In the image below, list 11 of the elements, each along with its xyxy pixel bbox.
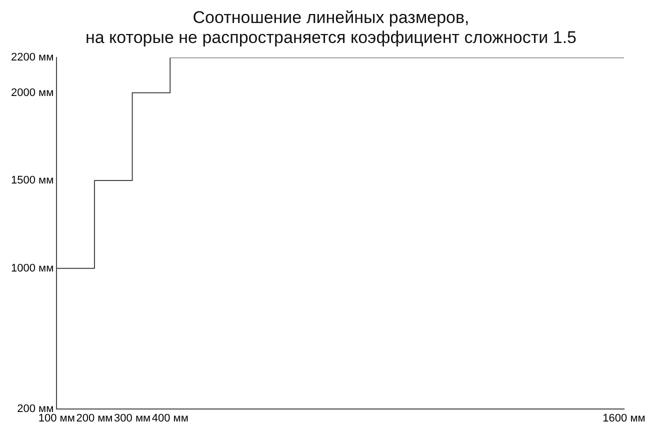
y-tick-label: 1500 мм [10,174,54,187]
y-tick-label: 2000 мм [10,86,54,99]
x-tick-label: 300 мм [114,412,151,424]
x-tick-label: 200 мм [76,412,113,424]
x-tick-label: 1600 мм [602,412,646,424]
x-tick-label: 100 мм [38,412,75,424]
y-tick-label: 200 мм [17,402,54,415]
y-tick-label: 1000 мм [10,262,54,274]
chart-title: Соотношение линейных размеров, на которые не распространяется коэффициент сложности 1.5 [84,8,578,48]
x-tick-label: 400 мм [152,412,188,424]
y-tick-label: 2200 мм [10,52,54,64]
